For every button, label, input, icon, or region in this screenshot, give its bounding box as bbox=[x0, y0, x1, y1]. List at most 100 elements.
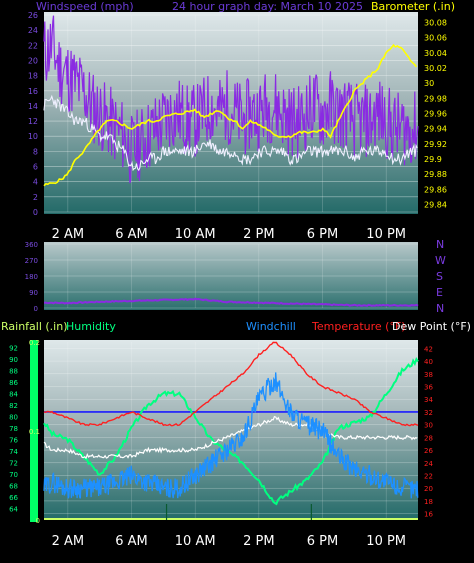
dewpoint-line bbox=[43, 415, 418, 460]
p1-baro-tick-30-04: 30.04 bbox=[424, 49, 447, 58]
rain-axis-bar bbox=[30, 340, 38, 522]
p3-hum-tick-84: 84 bbox=[9, 391, 18, 399]
p3-x-tick-2-am: 2 AM bbox=[52, 534, 85, 549]
p3-hum-tick-68: 68 bbox=[9, 483, 18, 491]
p1-x-tick-2-pm: 2 PM bbox=[243, 227, 274, 242]
p3-temp-tick-28: 28 bbox=[424, 434, 433, 442]
p1-baro-tick-29-88: 29.88 bbox=[424, 170, 447, 179]
p1-baro-tick-29-86: 29.86 bbox=[424, 185, 447, 194]
p3-hum-tick-86: 86 bbox=[9, 379, 18, 387]
p1-y-tick-26: 26 bbox=[28, 11, 38, 20]
dir-letter-n2: N bbox=[436, 302, 444, 315]
p3-temp-tick-32: 32 bbox=[424, 409, 433, 417]
temperature-label: Temperature (°F) bbox=[311, 320, 406, 333]
barometer-line bbox=[43, 43, 418, 187]
p1-baro-tick-29-94: 29.94 bbox=[424, 125, 447, 134]
wind-speed-line bbox=[43, 15, 419, 184]
p1-y-tick-22: 22 bbox=[28, 41, 38, 50]
p1-baro-tick-30-08: 30.08 bbox=[424, 19, 447, 28]
panel2-plot-area bbox=[44, 242, 418, 310]
p3-x-tick-2-pm: 2 PM bbox=[243, 534, 274, 549]
p3-hum-tick-72: 72 bbox=[9, 460, 18, 468]
p3-temp-tick-18: 18 bbox=[424, 498, 433, 506]
p1-y-tick-24: 24 bbox=[28, 26, 38, 35]
p1-baro-tick-30-06: 30.06 bbox=[424, 34, 447, 43]
p3-x-tick-10-am: 10 AM bbox=[175, 534, 216, 549]
p1-y-tick-10: 10 bbox=[28, 132, 38, 141]
p1-y-tick-20: 20 bbox=[28, 56, 38, 65]
p3-temp-tick-26: 26 bbox=[424, 447, 433, 455]
p2-y-tick-180: 180 bbox=[25, 273, 38, 281]
p1-baro-tick-29-84: 29.84 bbox=[424, 200, 447, 209]
p1-baro-tick-29-98: 29.98 bbox=[424, 94, 447, 103]
p3-temp-tick-24: 24 bbox=[424, 460, 433, 468]
p1-y-tick-16: 16 bbox=[28, 87, 38, 96]
dir-letter-s: S bbox=[436, 270, 443, 283]
p3-temp-tick-38: 38 bbox=[424, 371, 433, 379]
windchill-label: Windchill bbox=[246, 320, 296, 333]
panel1-plot-area bbox=[44, 12, 418, 214]
p3-hum-tick-80: 80 bbox=[9, 414, 18, 422]
p3-temp-tick-40: 40 bbox=[424, 358, 433, 366]
humidity-line bbox=[43, 357, 419, 506]
p1-baro-tick-29-92: 29.92 bbox=[424, 140, 447, 149]
p1-baro-tick-29-96: 29.96 bbox=[424, 110, 447, 119]
p1-y-tick-4: 4 bbox=[33, 178, 38, 187]
p1-baro-tick-30: 30 bbox=[424, 79, 434, 88]
wind-direction-line bbox=[43, 297, 419, 307]
p3-temp-tick-30: 30 bbox=[424, 422, 433, 430]
windspeed-label: Windspeed (mph) bbox=[36, 0, 134, 13]
rainfall-label: Rainfall (.in) bbox=[1, 320, 68, 333]
p1-x-tick-6-pm: 6 PM bbox=[307, 227, 338, 242]
p1-x-tick-10-pm: 10 PM bbox=[366, 227, 406, 242]
p2-y-tick-0: 0 bbox=[34, 305, 38, 313]
windchill-line bbox=[43, 372, 419, 499]
p1-y-tick-12: 12 bbox=[28, 117, 38, 126]
p3-rain-tick-0-2: 0.2 bbox=[29, 339, 40, 347]
p1-baro-tick-30-02: 30.02 bbox=[424, 64, 447, 73]
p3-hum-tick-90: 90 bbox=[9, 356, 18, 364]
p2-y-tick-270: 270 bbox=[25, 257, 38, 265]
p3-x-tick-6-am: 6 AM bbox=[115, 534, 148, 549]
temperature-line bbox=[43, 341, 419, 427]
dir-letter-w: W bbox=[435, 254, 446, 267]
p3-rain-tick-0-1: 0.1 bbox=[29, 428, 40, 436]
date-label: 24 hour graph day: March 10 2025 bbox=[172, 0, 363, 13]
p3-temp-tick-42: 42 bbox=[424, 345, 433, 353]
p3-hum-tick-78: 78 bbox=[9, 425, 18, 433]
p3-hum-tick-82: 82 bbox=[9, 402, 18, 410]
p1-y-tick-8: 8 bbox=[33, 147, 38, 156]
dewpoint-label: Dew Point (°F) bbox=[392, 320, 471, 333]
p3-hum-tick-74: 74 bbox=[9, 448, 18, 456]
p1-x-tick-10-am: 10 AM bbox=[175, 227, 216, 242]
barometer-label: Barometer (.in) bbox=[371, 0, 455, 13]
p3-hum-tick-66: 66 bbox=[9, 494, 18, 502]
p3-x-tick-6-pm: 6 PM bbox=[307, 534, 338, 549]
p3-temp-tick-22: 22 bbox=[424, 473, 433, 481]
p3-rain-tick-0: 0 bbox=[36, 517, 40, 525]
wind-gust-line bbox=[43, 94, 418, 172]
p2-y-tick-360: 360 bbox=[25, 241, 38, 249]
dir-letter-e: E bbox=[436, 286, 443, 299]
p3-hum-tick-64: 64 bbox=[9, 506, 18, 514]
p3-temp-tick-20: 20 bbox=[424, 485, 433, 493]
p1-y-tick-6: 6 bbox=[33, 163, 38, 172]
p1-x-tick-6-am: 6 AM bbox=[115, 227, 148, 242]
p1-y-tick-2: 2 bbox=[33, 193, 38, 202]
dir-letter-n1: N bbox=[436, 238, 444, 251]
p3-temp-tick-34: 34 bbox=[424, 396, 433, 404]
p3-hum-tick-88: 88 bbox=[9, 368, 18, 376]
p3-hum-tick-76: 76 bbox=[9, 437, 18, 445]
p3-temp-tick-16: 16 bbox=[424, 511, 433, 519]
p3-hum-tick-92: 92 bbox=[9, 345, 18, 353]
p1-y-tick-18: 18 bbox=[28, 72, 38, 81]
p3-hum-tick-70: 70 bbox=[9, 471, 18, 479]
p3-x-tick-10-pm: 10 PM bbox=[366, 534, 406, 549]
p3-temp-tick-36: 36 bbox=[424, 384, 433, 392]
humidity-label: Humidity bbox=[66, 320, 116, 333]
p1-baro-tick-29-9: 29.9 bbox=[424, 155, 442, 164]
p1-y-tick-0: 0 bbox=[33, 208, 38, 217]
p1-x-tick-2-am: 2 AM bbox=[52, 227, 85, 242]
p1-y-tick-14: 14 bbox=[28, 102, 38, 111]
